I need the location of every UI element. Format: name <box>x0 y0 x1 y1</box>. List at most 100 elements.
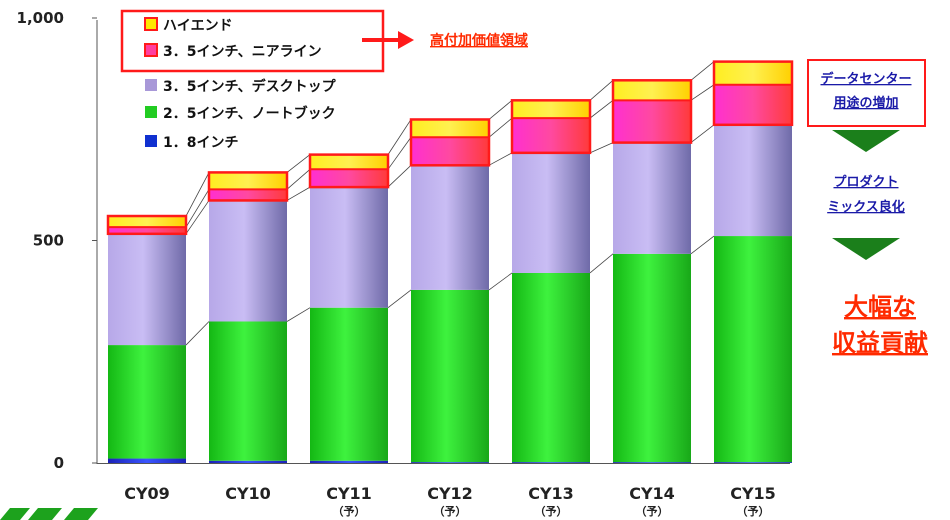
connector-line <box>589 79 614 101</box>
bar-segment-high-end <box>108 216 186 228</box>
bar-segment-high-end <box>714 61 792 85</box>
connector-line <box>387 119 412 155</box>
connector-line <box>185 200 210 235</box>
connector-line <box>690 61 715 81</box>
connector-line <box>690 84 715 101</box>
high-value-box <box>409 118 491 167</box>
high-value-annotation: 高付加価値領域 <box>362 31 528 49</box>
connector-line <box>387 137 412 170</box>
connector-line <box>589 142 614 154</box>
high-value-box <box>712 60 794 127</box>
x-tick-note: （予） <box>434 505 467 518</box>
bar-segment-desktop <box>209 200 287 322</box>
legend-label-1-8inch: 1．8インチ <box>163 135 238 151</box>
connector-line <box>589 100 614 119</box>
x-axis-labels: CY09 CY10 CY11 （予） CY12 （予） CY13 （予） CY14 （予） CY15… <box>124 484 776 518</box>
product-mix-line-2: ミックス良化 <box>827 199 905 215</box>
connector-line <box>286 154 311 173</box>
legend-swatch-1-8inch <box>145 135 157 147</box>
datacenter-box <box>807 59 926 127</box>
y-tick-label: 500 <box>33 232 64 250</box>
bar-segment-nearline <box>108 227 186 234</box>
logo-fragment <box>0 508 98 520</box>
connector-lines <box>185 61 715 346</box>
x-tick-note: （予） <box>737 505 770 518</box>
high-value-box <box>308 153 390 189</box>
high-value-box <box>207 171 289 202</box>
datacenter-line-1: データセンター <box>820 71 911 87</box>
bar-segment-1-8inch <box>613 462 691 463</box>
bar-segment-notebook <box>209 321 287 461</box>
high-value-highlights <box>106 60 794 236</box>
y-tick-label: 1,000 <box>17 9 64 27</box>
x-tick-label: CY13 <box>528 484 574 503</box>
bar-segment-notebook <box>411 289 489 463</box>
x-tick-label: CY14 <box>629 484 675 503</box>
bar-segment-1-8inch <box>512 462 590 463</box>
bar-segment-nearline <box>411 137 489 166</box>
connector-line <box>488 117 513 138</box>
red-arrow-head-icon <box>398 31 414 49</box>
bar-segment-desktop <box>310 187 388 308</box>
high-value-box <box>611 79 693 144</box>
bar-segment-notebook <box>310 307 388 461</box>
right-annotations: データセンター 用途の増加 プロダクト ミックス良化 大幅な 収益貢献 <box>807 59 928 357</box>
bar-segment-high-end <box>209 172 287 190</box>
bar-segment-notebook <box>512 272 590 463</box>
bar-segment-desktop <box>613 142 691 254</box>
bar-segment-nearline <box>714 84 792 125</box>
connector-line <box>488 100 513 120</box>
x-tick-note: （予） <box>636 505 669 518</box>
bar-segment-1-8inch <box>714 462 792 463</box>
bar-segment-1-8inch <box>209 460 287 463</box>
bar-segment-desktop <box>714 124 792 237</box>
bar-segment-high-end <box>512 100 590 119</box>
bar-segment-notebook <box>714 236 792 463</box>
bar-segment-nearline <box>209 189 287 201</box>
connector-line <box>387 289 412 309</box>
bar-segment-nearline <box>613 100 691 143</box>
legend-swatch-desktop <box>145 79 157 91</box>
product-mix-line-1: プロダクト <box>833 174 898 190</box>
bar-segment-high-end <box>310 154 388 170</box>
contribution-line-2: 収益貢献 <box>832 329 928 357</box>
legend-highlight-box <box>120 9 385 73</box>
legend-label-desktop: 3．5インチ、デスクトップ <box>163 78 337 95</box>
legend-label-high-end: ハイエンド <box>163 18 233 34</box>
bar-segment-desktop <box>108 233 186 346</box>
bar-segment-nearline <box>512 118 590 153</box>
bar-segment-desktop <box>411 165 489 290</box>
x-tick-note: （予） <box>333 505 366 518</box>
connector-line <box>286 186 311 201</box>
y-axis-ticks: 0 500 1,000 <box>17 9 97 472</box>
x-tick-label: CY15 <box>730 484 776 503</box>
bar-segment-nearline <box>310 169 388 188</box>
high-value-label: 高付加価値領域 <box>430 32 528 49</box>
connector-line <box>185 321 210 346</box>
high-value-box <box>510 99 592 155</box>
bar-segment-desktop <box>512 152 590 273</box>
bar-segment-1-8inch <box>411 462 489 463</box>
x-tick-label: CY09 <box>124 484 170 503</box>
legend-label-notebook: 2．5インチ、ノートブック <box>163 105 336 122</box>
connector-line <box>589 253 614 274</box>
high-value-box <box>106 214 188 236</box>
legend-swatch-high-end <box>144 17 158 31</box>
bars <box>108 61 792 463</box>
connector-line <box>387 165 412 188</box>
connector-line <box>286 168 311 190</box>
x-tick-note: （予） <box>535 505 568 518</box>
connector-line <box>690 235 715 255</box>
bar-segment-notebook <box>613 253 691 463</box>
connector-line <box>185 189 210 228</box>
connector-line <box>488 152 513 166</box>
bar-segment-notebook <box>108 345 186 459</box>
bar-segment-high-end <box>411 119 489 138</box>
contribution-line-1: 大幅な <box>844 293 916 321</box>
x-tick-label: CY11 <box>326 484 372 503</box>
connector-line <box>286 307 311 322</box>
down-arrow-icon-1 <box>832 130 900 152</box>
bar-segment-high-end <box>613 80 691 101</box>
datacenter-line-2: 用途の増加 <box>832 95 898 111</box>
